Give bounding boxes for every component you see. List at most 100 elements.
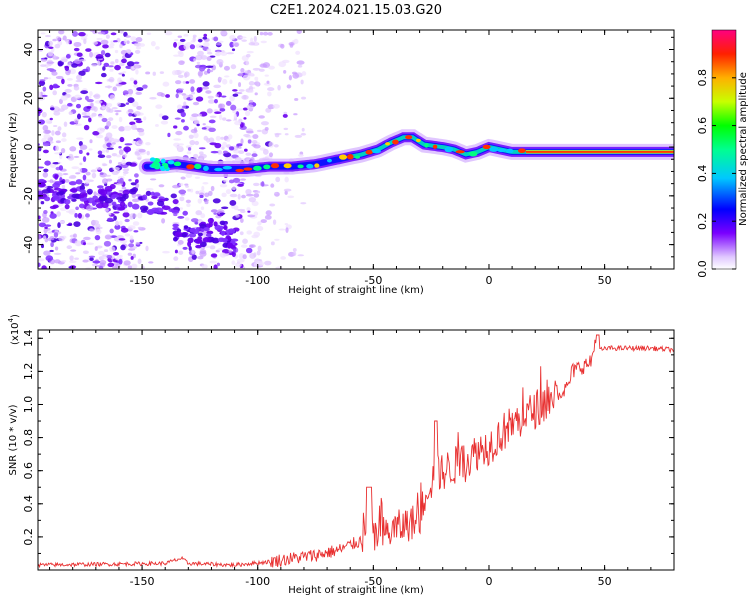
spectrogram-blob xyxy=(208,69,214,73)
spectrogram-blob xyxy=(296,30,302,35)
spectrogram-blob xyxy=(38,258,45,262)
spectrogram-blob xyxy=(95,81,103,85)
spectrogram-blob xyxy=(57,62,63,67)
colorbar-tick-label: 0.2 xyxy=(696,212,709,230)
spectrogram-blob xyxy=(84,178,91,184)
spectrogram-blob xyxy=(70,249,77,252)
spectrogram-blob xyxy=(214,52,220,56)
snr-panel: -150 -100 -50 0 50 0.2 0.4 0.6 0.8 1.0 1.2 1.4 Heig… xyxy=(7,314,675,596)
spectrogram-blob xyxy=(74,257,79,260)
spectrogram-blob xyxy=(190,86,195,93)
spectrogram-blob xyxy=(246,230,253,235)
spectrogram-blob xyxy=(114,64,121,71)
spectrogram-blob xyxy=(213,36,219,42)
spectrogram-blob xyxy=(106,147,114,150)
spectrogram-blob xyxy=(197,232,203,237)
spectrogram-blob xyxy=(44,196,51,202)
spectrogram-blob xyxy=(179,70,185,73)
spectrogram-blob xyxy=(255,80,260,87)
spectrogram-blob xyxy=(54,43,61,49)
spectrogram-blob xyxy=(105,178,113,182)
spectrogram-blob xyxy=(112,251,119,256)
spectrogram-blob xyxy=(46,61,55,64)
spectrogram-blob xyxy=(104,174,111,177)
ridge-bead xyxy=(253,165,262,171)
spectrogram-blob xyxy=(223,152,232,158)
spectrogram-blob xyxy=(38,154,41,157)
spectrogram-blob xyxy=(134,173,139,178)
spectrogram-blob xyxy=(98,265,104,269)
spectrogram-blob xyxy=(189,140,196,146)
spectrogram-blob xyxy=(221,192,227,198)
spectrogram-blob xyxy=(39,79,46,82)
spectrogram-blob xyxy=(108,159,113,164)
spectrogram-blob xyxy=(73,118,79,124)
spectrogram-blob xyxy=(137,226,143,230)
spectrogram-blob xyxy=(208,119,216,124)
spectrogram-blob xyxy=(173,213,178,217)
spectrogram-blob xyxy=(197,50,204,57)
spectrogram-blob xyxy=(272,103,280,109)
spectrogram-blob xyxy=(127,88,134,95)
spectrogram-blob xyxy=(248,196,257,203)
ridge-bead xyxy=(243,167,253,171)
colorbar: 0.0 0.2 0.4 0.6 0.8 Normalized spectral ampl… xyxy=(696,29,749,278)
spectrogram-blob xyxy=(217,40,224,43)
spectrogram-blob xyxy=(130,182,137,186)
snr-xtick-label: 0 xyxy=(485,575,492,588)
spectrogram-blob xyxy=(103,249,109,253)
spectrogram-blob xyxy=(264,127,269,131)
spectrogram-blob xyxy=(237,193,241,200)
spectrogram-blob xyxy=(177,239,184,245)
spectrogram-blob xyxy=(173,125,178,129)
snr-xtick-label: 50 xyxy=(598,575,612,588)
spectrogram-blob xyxy=(295,50,301,55)
spectrogram-blob xyxy=(38,234,42,241)
spectrogram-blob xyxy=(118,149,124,156)
spectrogram-blob xyxy=(238,150,245,155)
spectrogram-blob xyxy=(72,31,78,37)
spectrogram-blob xyxy=(203,33,208,37)
spectrogram-blob xyxy=(283,188,292,192)
spectrogram-blob xyxy=(47,51,54,57)
spectrogram-blob xyxy=(133,80,138,85)
spectrogram-blob xyxy=(194,176,201,179)
spectrogram-blob xyxy=(176,104,183,110)
spectrogram-blob xyxy=(69,146,77,152)
spectrogram-blob xyxy=(71,175,76,179)
spectrogram-blob xyxy=(149,178,157,181)
spectrogram-blob xyxy=(217,248,224,251)
spectrogram-blob xyxy=(44,226,48,230)
spectrogram-blob xyxy=(95,56,103,59)
spectrogram-blob xyxy=(235,214,240,218)
spectrogram-blob xyxy=(51,130,55,136)
spectrogram-blob xyxy=(248,72,254,76)
spectrogram-blob xyxy=(211,237,220,244)
spectrogram-blob xyxy=(183,101,187,107)
spectrogram-blob xyxy=(205,90,212,94)
spectrogram-blob xyxy=(245,193,254,197)
snr-ytick-label: 0.4 xyxy=(22,495,35,513)
spectrogram-blob xyxy=(136,87,144,92)
spectrogram-blob xyxy=(188,232,197,238)
spectrogram-blob xyxy=(239,231,244,236)
spectrogram-blob xyxy=(111,142,116,145)
spectrogram-blob xyxy=(107,217,114,222)
spectrogram-blob xyxy=(130,256,134,260)
spectrogram-blob xyxy=(69,255,74,261)
spectrogram-blob xyxy=(186,203,191,208)
spectrogram-blob xyxy=(134,63,139,69)
spectrogram-blob xyxy=(40,201,45,205)
spectrogram-blob xyxy=(292,251,297,257)
spectrogram-blob xyxy=(240,244,248,248)
spectrogram-blob xyxy=(111,170,119,176)
spectrogram-blob xyxy=(192,101,200,106)
snr-xtick-label: -50 xyxy=(364,575,382,588)
spectrogram-blob xyxy=(195,238,203,244)
spectrogram-blob xyxy=(130,36,137,42)
spectrogram-blob xyxy=(117,206,126,211)
spectrogram-blob xyxy=(92,94,100,98)
ridge-bead xyxy=(365,149,373,155)
spectrogram-blob xyxy=(185,199,192,204)
spectrogram-blob xyxy=(202,237,211,243)
